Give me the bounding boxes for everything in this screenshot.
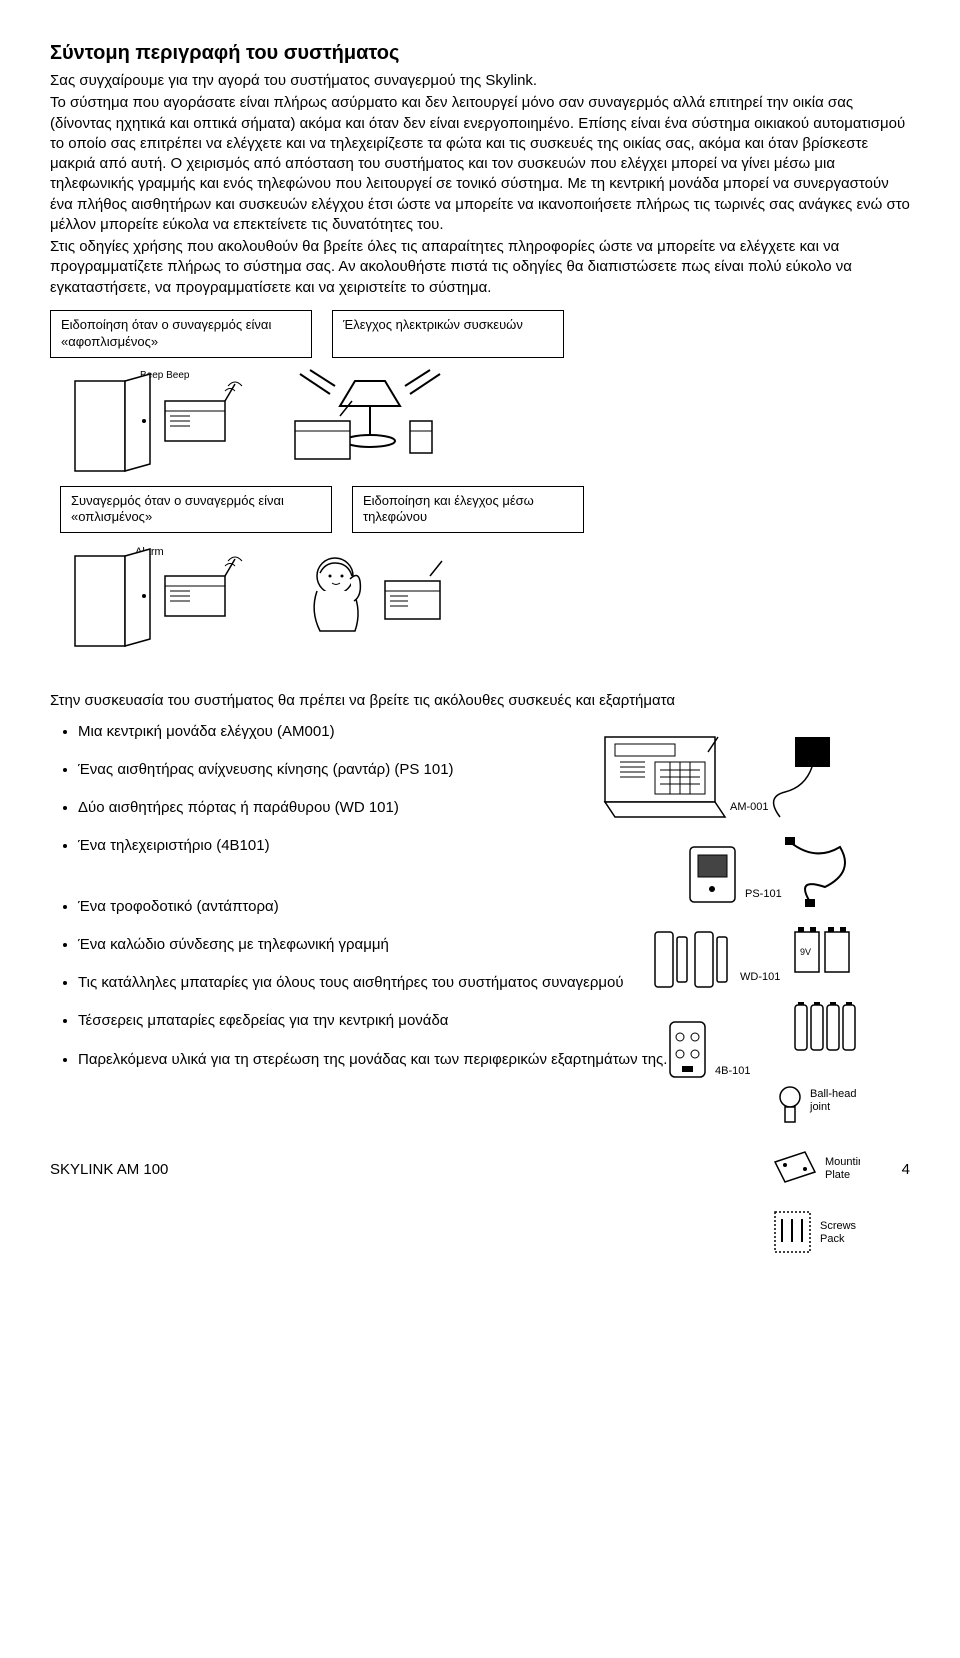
svg-text:9V: 9V (800, 947, 811, 957)
svg-text:Mounting: Mounting (825, 1156, 860, 1168)
svg-text:PS-101: PS-101 (745, 888, 782, 900)
illustrations-row-2: Alarm (50, 541, 910, 651)
device-wd101-icon: WD-101 (655, 932, 780, 987)
info-box-phone: Ειδοποίηση και έλεγχος μέσω τηλεφώνου (352, 486, 584, 534)
illus-door-alarm: Alarm (70, 541, 250, 651)
device-cable-icon (785, 837, 845, 907)
info-box-armed: Συναγερμός όταν ο συναγερμός είναι «οπλι… (60, 486, 332, 534)
device-aa-icon (795, 1002, 855, 1050)
page-title: Σύντομη περιγραφή του συστήματος (50, 40, 910, 67)
svg-text:joint: joint (809, 1101, 830, 1113)
device-screws-icon: Screws Pack (775, 1212, 857, 1252)
device-adapter-icon (774, 737, 830, 817)
items-section: AM-001 PS-101 (50, 722, 910, 1070)
svg-text:WD-101: WD-101 (740, 971, 780, 983)
svg-text:AM-001: AM-001 (730, 801, 769, 813)
device-am001-icon: AM-001 (605, 737, 769, 817)
device-9v-icon: 9V (795, 927, 849, 972)
device-illustrations: AM-001 PS-101 (600, 732, 860, 1298)
device-plate-icon: Mounting Plate (775, 1152, 860, 1182)
info-box-disarmed: Ειδοποίηση όταν ο συναγερμός είναι «αφοπ… (50, 310, 312, 358)
info-box-devices: Έλεγχος ηλεκτρικών συσκευών (332, 310, 564, 358)
intro-p3: Στις οδηγίες χρήσης που ακολουθούν θα βρ… (50, 237, 910, 298)
svg-text:Pack: Pack (820, 1233, 845, 1245)
illus-door-beep: Beep Beep (70, 366, 250, 476)
device-ps101-icon: PS-101 (690, 847, 782, 902)
svg-text:Plate: Plate (825, 1169, 850, 1181)
illustrations-row-1: Beep Beep (50, 366, 910, 476)
svg-text:4B-101: 4B-101 (715, 1065, 750, 1077)
footer-left: SKYLINK AM 100 (50, 1160, 168, 1180)
svg-text:Ball-head: Ball-head (810, 1088, 856, 1100)
footer-right: 4 (902, 1160, 910, 1180)
device-4b101-icon: 4B-101 (670, 1022, 750, 1077)
illus-lamp (280, 366, 460, 476)
intro-p2: Το σύστημα που αγοράσατε είναι πλήρως ασ… (50, 93, 910, 235)
svg-text:Screws: Screws (820, 1220, 857, 1232)
intro-p1: Σας συγχαίρουμε για την αγορά του συστήμ… (50, 71, 910, 91)
device-ballhead-icon: Ball-head joint (780, 1087, 856, 1122)
illus-phone-person (280, 541, 460, 651)
info-boxes-row-1: Ειδοποίηση όταν ο συναγερμός είναι «αφοπ… (50, 310, 910, 358)
info-boxes-row-2: Συναγερμός όταν ο συναγερμός είναι «οπλι… (50, 486, 910, 534)
packaging-intro: Στην συσκευασία του συστήματος θα πρέπει… (50, 691, 910, 711)
